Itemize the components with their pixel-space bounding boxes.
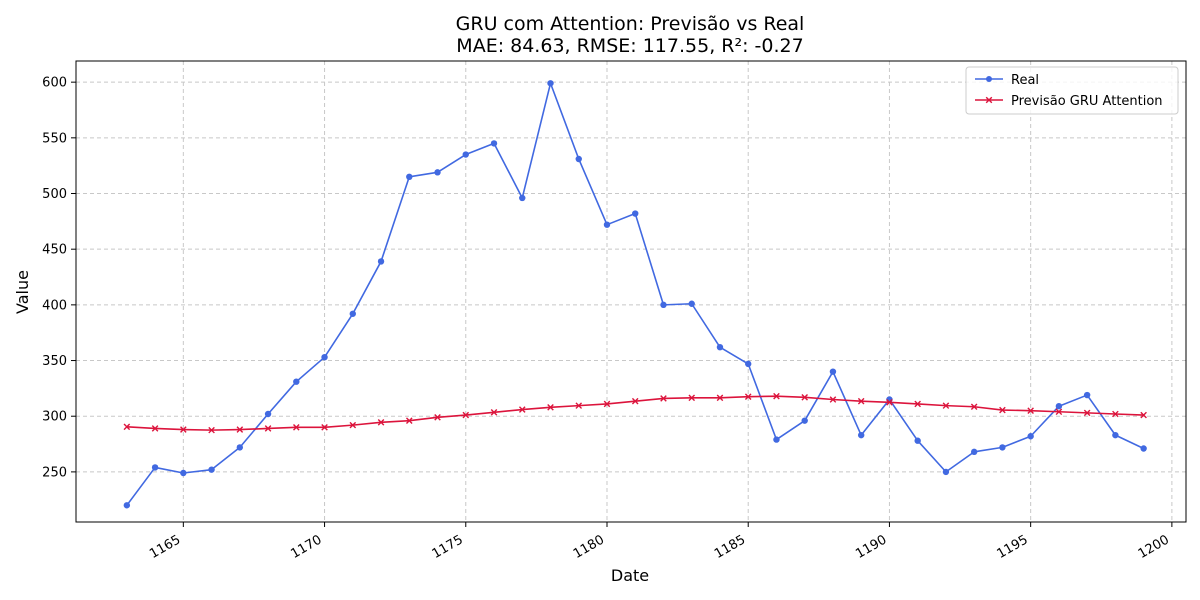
legend-label-forecast: Previsão GRU Attention bbox=[1011, 94, 1163, 109]
data-point-real bbox=[970, 448, 978, 456]
data-point-real bbox=[603, 221, 611, 228]
data-point-real bbox=[519, 194, 526, 202]
data-point-forecast bbox=[264, 425, 272, 432]
chart-title: GRU com Attention: Previsão vs Real bbox=[456, 13, 805, 35]
data-point-real bbox=[773, 436, 780, 443]
data-point-forecast bbox=[490, 409, 498, 416]
data-point-forecast bbox=[914, 400, 921, 408]
data-point-forecast bbox=[942, 402, 950, 409]
data-point-forecast bbox=[801, 393, 808, 401]
data-point-forecast bbox=[603, 400, 611, 408]
data-point-real bbox=[632, 210, 639, 217]
chart-subtitle: MAE: 84.63, RMSE: 117.55, R²: -0.27 bbox=[456, 35, 803, 57]
data-point-real bbox=[1140, 445, 1147, 452]
data-point-forecast bbox=[660, 395, 667, 402]
data-point-forecast bbox=[405, 417, 413, 424]
data-point-forecast bbox=[999, 406, 1006, 414]
data-point-real bbox=[1027, 433, 1034, 440]
data-point-real bbox=[264, 410, 272, 418]
data-point-forecast bbox=[293, 424, 300, 431]
data-point-real bbox=[321, 353, 328, 361]
data-point-real bbox=[406, 173, 413, 181]
data-point-forecast bbox=[236, 426, 244, 433]
data-point-forecast bbox=[321, 424, 328, 431]
data-point-forecast bbox=[688, 394, 696, 402]
data-point-real bbox=[208, 466, 215, 473]
data-point-real bbox=[660, 301, 667, 309]
data-point-real bbox=[999, 444, 1006, 451]
legend-label-real: Real bbox=[1011, 73, 1039, 88]
data-point-real bbox=[151, 464, 159, 471]
data-point-forecast bbox=[151, 425, 159, 432]
data-point-forecast bbox=[970, 403, 978, 411]
data-point-forecast bbox=[716, 394, 724, 402]
data-point-forecast bbox=[180, 426, 187, 433]
data-point-real bbox=[236, 444, 244, 451]
data-point-real bbox=[829, 368, 837, 375]
data-point-real bbox=[547, 80, 554, 87]
legend-marker-forecast bbox=[985, 96, 993, 104]
data-point-forecast bbox=[547, 404, 554, 411]
plot-area-frame bbox=[75, 60, 1187, 523]
data-point-real bbox=[377, 258, 385, 265]
x-axis-title: Date bbox=[611, 566, 649, 585]
data-point-real bbox=[462, 151, 469, 158]
data-point-real bbox=[575, 155, 582, 163]
data-point-real bbox=[349, 310, 356, 317]
data-point-forecast bbox=[434, 414, 441, 421]
data-point-real bbox=[688, 300, 695, 307]
data-point-real bbox=[1055, 402, 1063, 410]
data-point-real bbox=[914, 437, 921, 444]
data-point-real bbox=[490, 140, 498, 147]
y-tick-label: 550 bbox=[42, 131, 67, 146]
series-group bbox=[123, 80, 1147, 509]
data-point-forecast bbox=[744, 393, 752, 401]
y-tick-label: 400 bbox=[42, 298, 67, 313]
data-point-forecast bbox=[1055, 408, 1063, 416]
data-point-forecast bbox=[829, 396, 837, 403]
data-point-forecast bbox=[349, 421, 357, 429]
data-point-forecast bbox=[857, 397, 865, 405]
y-tick-label: 350 bbox=[42, 354, 67, 369]
data-point-real bbox=[1112, 431, 1119, 439]
data-point-forecast bbox=[631, 397, 639, 405]
grid-lines bbox=[76, 61, 1186, 522]
y-tick-label: 300 bbox=[42, 410, 67, 425]
y-tick-label: 600 bbox=[42, 76, 67, 91]
data-point-forecast bbox=[773, 392, 780, 400]
legend: Real Previsão GRU Attention bbox=[965, 66, 1179, 115]
data-point-real bbox=[857, 431, 865, 439]
data-point-forecast bbox=[208, 426, 215, 434]
data-point-forecast bbox=[575, 402, 583, 409]
y-tick-label: 250 bbox=[42, 465, 67, 480]
data-point-forecast bbox=[462, 411, 470, 419]
y-tick-label: 500 bbox=[42, 187, 67, 202]
data-point-real bbox=[293, 378, 300, 385]
data-point-real bbox=[123, 502, 131, 509]
data-point-forecast bbox=[886, 399, 893, 406]
data-point-real bbox=[745, 360, 752, 368]
data-point-forecast bbox=[518, 406, 526, 413]
data-point-real bbox=[1083, 391, 1091, 399]
data-point-real bbox=[434, 169, 441, 176]
data-point-real bbox=[180, 469, 187, 477]
data-point-forecast bbox=[1140, 411, 1147, 419]
data-point-real bbox=[801, 417, 808, 424]
data-point-forecast bbox=[377, 419, 385, 426]
data-point-forecast bbox=[123, 423, 131, 431]
legend-box bbox=[965, 66, 1179, 115]
data-point-forecast bbox=[1083, 409, 1091, 417]
y-tick-label: 450 bbox=[42, 243, 67, 258]
y-axis-title: Value bbox=[13, 270, 32, 314]
legend-marker-real bbox=[986, 76, 992, 82]
data-point-real bbox=[716, 343, 724, 351]
data-point-forecast bbox=[1027, 407, 1034, 414]
data-point-real bbox=[942, 468, 950, 476]
data-point-forecast bbox=[1112, 410, 1119, 418]
